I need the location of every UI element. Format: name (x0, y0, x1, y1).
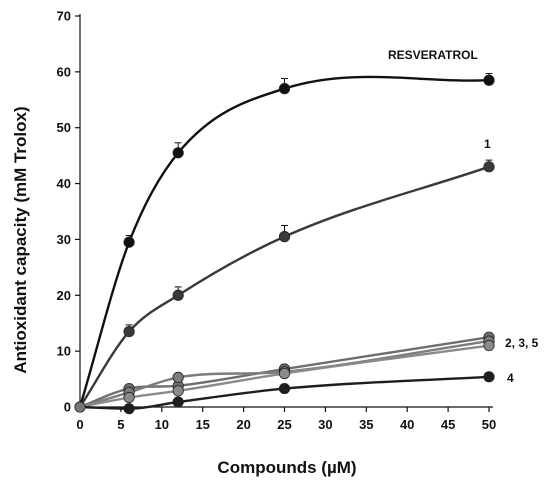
x-axis-title: Compounds (µM) (217, 458, 356, 477)
y-tick-label: 50 (57, 120, 71, 135)
y-tick-label: 60 (57, 64, 71, 79)
x-tick-label: 20 (236, 417, 250, 432)
series-5 (79, 339, 495, 409)
x-tick-label: 45 (441, 417, 455, 432)
data-point (172, 371, 184, 383)
y-tick-label: 70 (57, 9, 71, 24)
label-compound-1: 1 (484, 137, 491, 151)
series-layer (74, 73, 495, 415)
axes: 0 10 20 30 40 50 60 70 0 5 10 15 20 25 30 35 40 45 50 (57, 9, 497, 433)
x-tick-label: 50 (482, 417, 496, 432)
label-compound-4: 4 (507, 371, 514, 385)
data-point (123, 403, 135, 415)
labels-layer: RESVERATROL 1 2, 3, 5 4 (388, 48, 539, 385)
data-point (172, 147, 184, 159)
series-4 (79, 371, 495, 415)
x-tick-label: 5 (117, 417, 124, 432)
data-point (483, 371, 495, 383)
x-tick-label: 10 (155, 417, 169, 432)
data-point (278, 83, 291, 95)
data-point (483, 74, 495, 86)
label-resveratrol: RESVERATROL (388, 48, 478, 62)
data-point (278, 382, 291, 395)
data-point (483, 161, 495, 173)
data-point (123, 391, 135, 404)
y-tick-label: 40 (57, 176, 71, 191)
x-tick-label: 30 (318, 417, 332, 432)
data-point (172, 289, 184, 301)
series-1-line (78, 165, 490, 408)
data-point (483, 339, 495, 352)
data-point (278, 231, 291, 243)
y-tick-label: 10 (57, 344, 71, 359)
x-tick-label: 0 (76, 417, 83, 432)
x-tick-label: 40 (400, 417, 414, 432)
x-tick-label: 35 (359, 417, 373, 432)
x-tick-label: 25 (277, 417, 291, 432)
x-tick-label: 15 (195, 417, 209, 432)
y-tick-label: 20 (57, 288, 71, 303)
data-point (172, 396, 184, 408)
y-tick-label: 0 (64, 400, 71, 415)
series-1 (78, 159, 495, 408)
y-axis-title: Antioxidant capacity (mM Trolox) (11, 106, 30, 373)
y-tick-label: 30 (57, 232, 71, 247)
data-point (123, 325, 135, 338)
data-point (123, 236, 135, 248)
data-point (172, 385, 184, 397)
origin-point (74, 401, 86, 413)
data-point (278, 367, 291, 380)
series-resveratrol (78, 73, 495, 408)
label-compounds-2-3-5: 2, 3, 5 (505, 336, 539, 350)
